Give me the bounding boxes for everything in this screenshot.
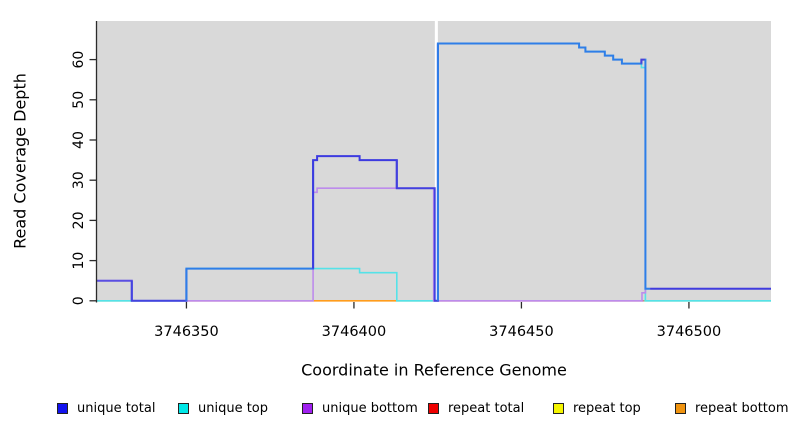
series-line-unique-total [640,58,645,64]
legend-item-repeat-bottom: repeat bottom [675,398,789,418]
x-tick-label: 3746350 [154,324,219,340]
legend-item-unique-top: unique top [178,398,268,418]
gap-marker [434,21,438,301]
legend-label: unique total [77,400,156,416]
x-tick-label: 3746450 [489,324,554,340]
y-axis-title: Read Coverage Depth [10,73,30,249]
series-line-unique-total [436,42,643,301]
y-tick-label: 20 [71,211,87,229]
y-tick-label: 40 [71,131,87,149]
legend-swatch-unique-bottom [302,402,313,414]
x-tick-label: 3746400 [322,324,387,340]
legend-item-repeat-total: repeat total [428,398,524,418]
series-line-unique-total [644,58,651,290]
legend-swatch-repeat-top [553,402,564,414]
legend-label: repeat bottom [695,400,789,416]
legend-swatch-repeat-bottom [675,402,686,414]
legend: unique total unique top unique bottom repea… [0,398,792,420]
legend-swatch-unique-total [57,402,68,414]
legend-swatch-unique-top [178,402,189,414]
legend-item-unique-bottom: unique bottom [302,398,418,418]
y-tick-label: 10 [71,252,87,270]
legend-item-unique-total: unique total [57,398,155,418]
x-tick-label: 3746500 [657,324,722,340]
y-tick-label: 60 [71,51,87,69]
y-tick-label: 0 [71,296,87,305]
series-line-unique-total [312,155,398,269]
y-tick-label: 30 [71,171,87,189]
y-tick-label: 50 [71,91,87,109]
legend-label: unique top [198,400,269,416]
legend-label: repeat top [573,400,641,416]
x-axis-title: Coordinate in Reference Genome [301,360,567,380]
legend-swatch-repeat-total [428,402,439,414]
legend-label: unique bottom [322,400,418,416]
legend-label: repeat total [448,400,525,416]
legend-item-repeat-top: repeat top [553,398,641,418]
